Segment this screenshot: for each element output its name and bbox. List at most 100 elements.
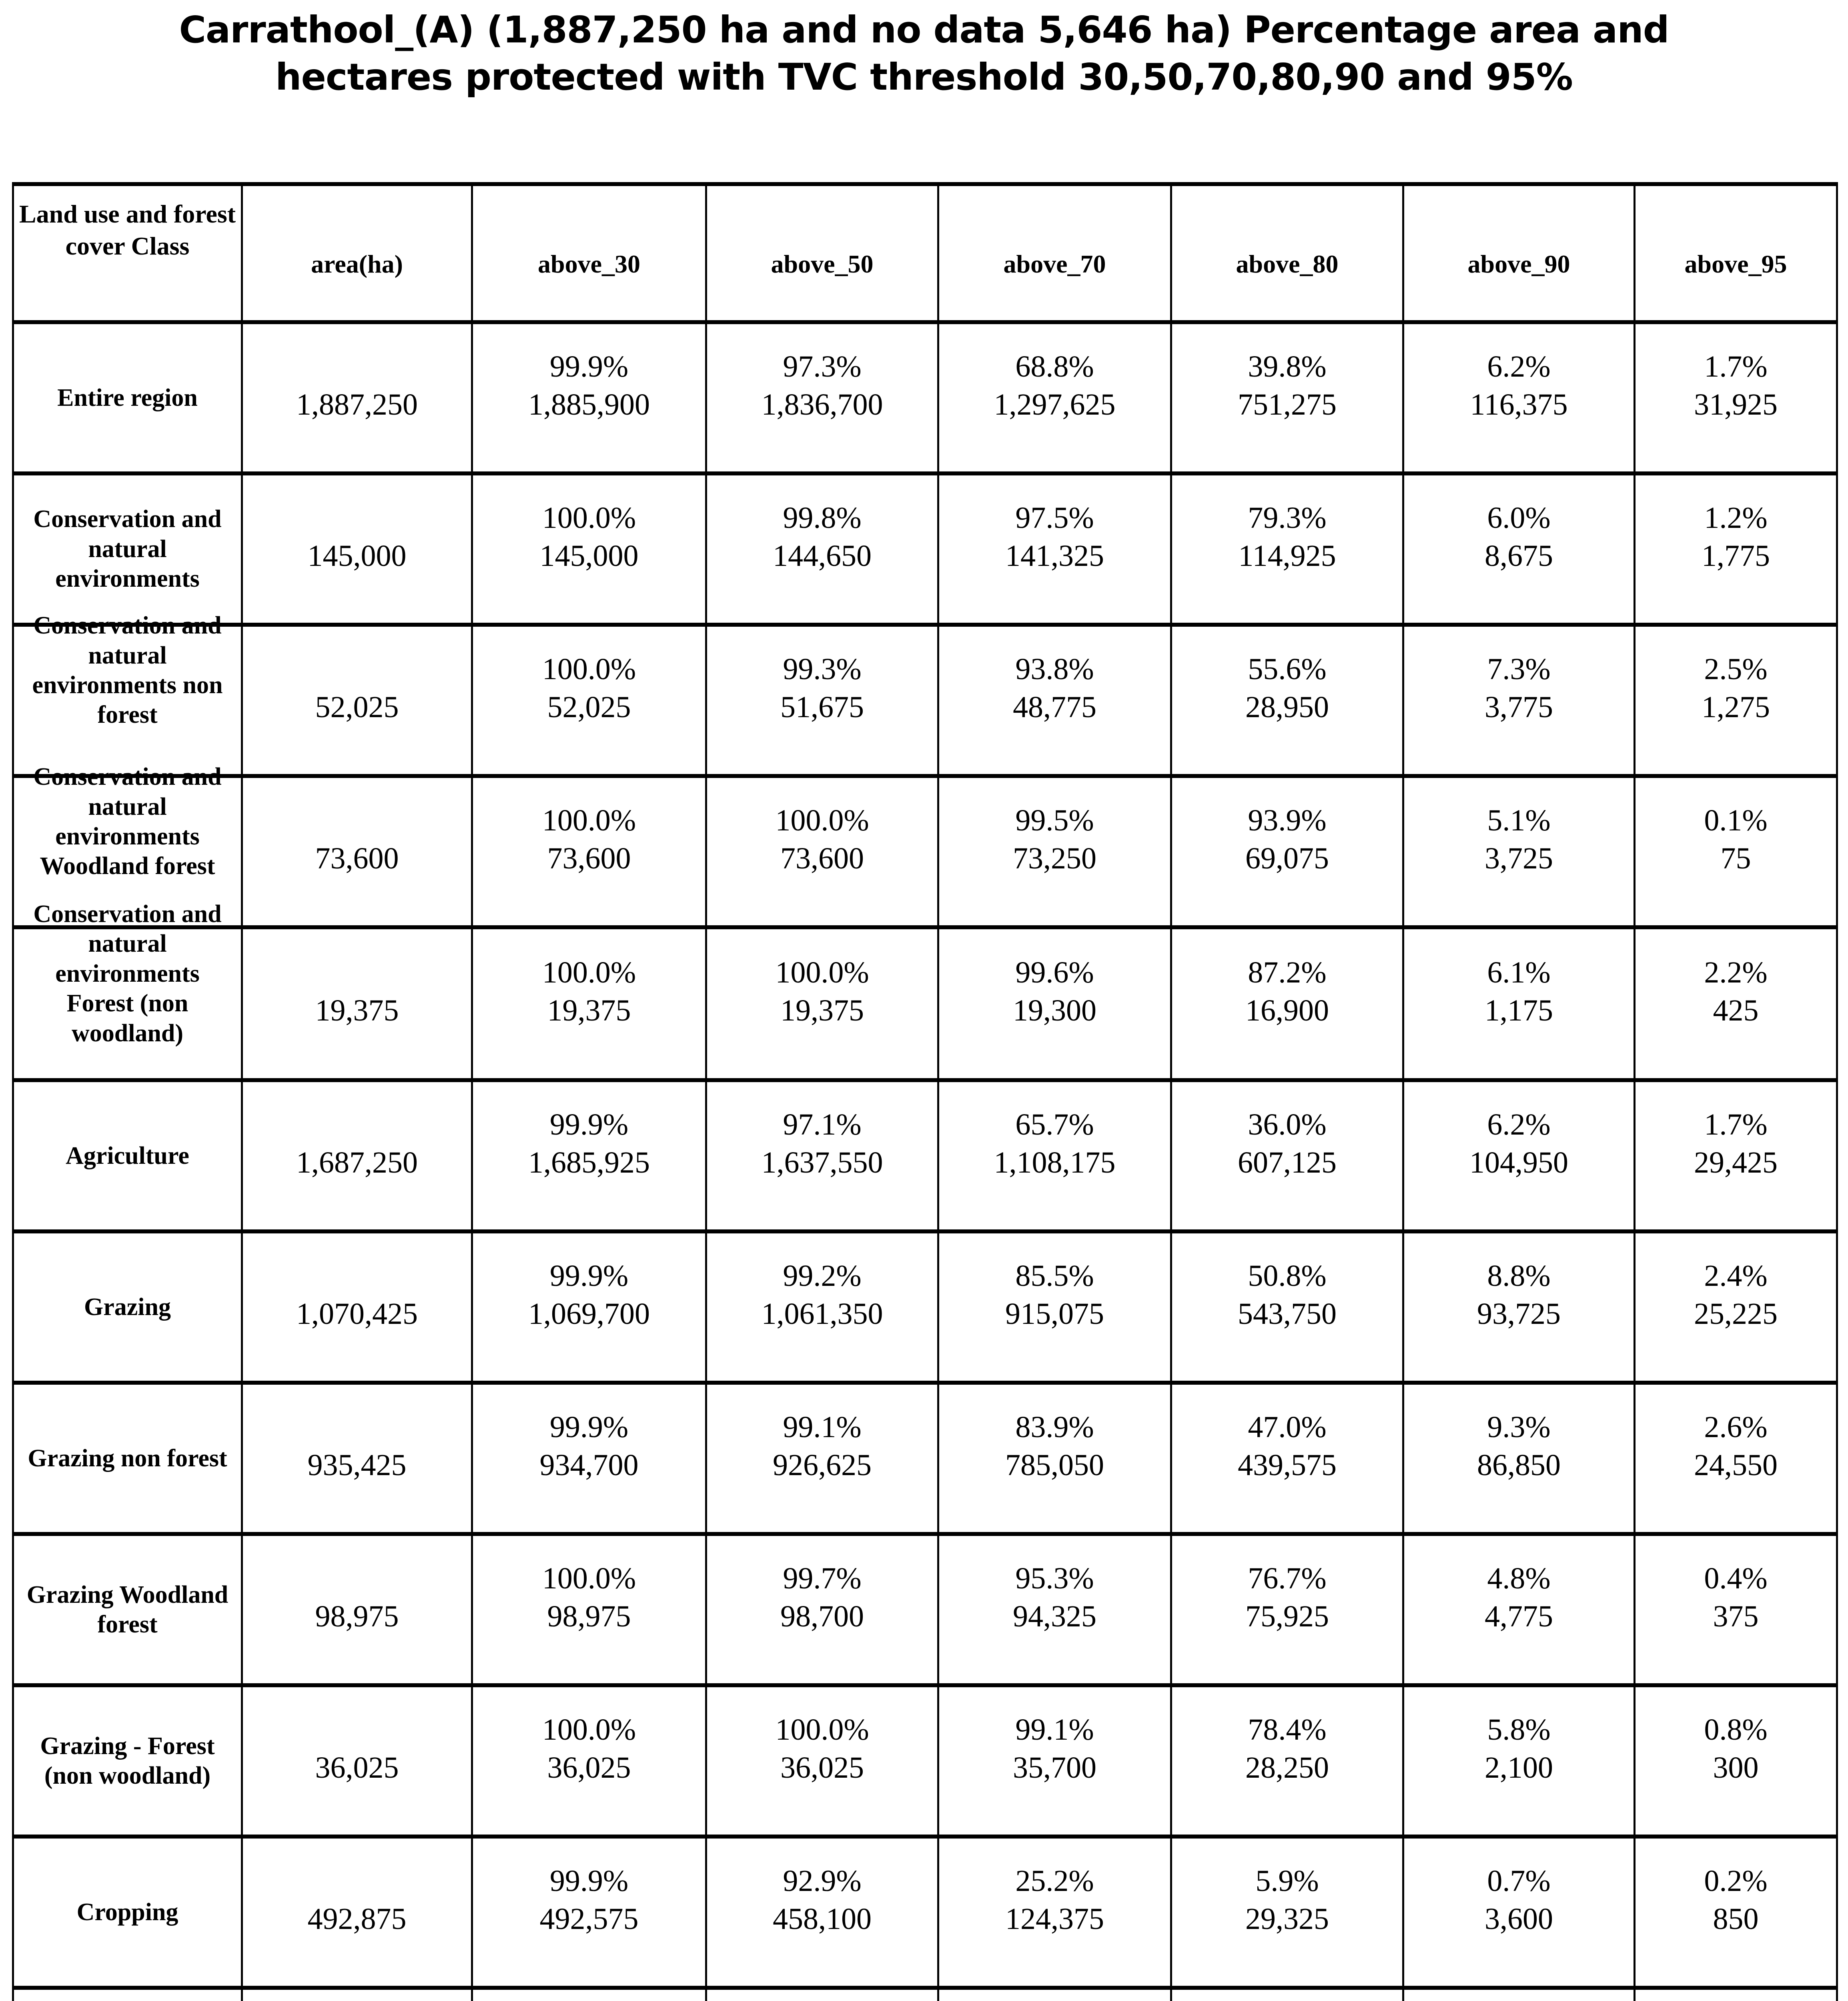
hectares-value: 4,775 bbox=[1485, 1599, 1553, 1633]
row-label-cell: Grazing bbox=[12, 1229, 243, 1385]
above-70-cell: 93.8% 48,775 bbox=[937, 623, 1172, 778]
hectares-value: 28,250 bbox=[1245, 1750, 1329, 1784]
percent-value: 79.3% bbox=[1248, 501, 1327, 535]
percent-value: 6.1% bbox=[1487, 955, 1551, 989]
percent-value: 99.9% bbox=[549, 1864, 629, 1898]
percent-value bbox=[243, 1257, 471, 1295]
column-header-class: Land use and forest cover Class bbox=[12, 182, 243, 324]
row-label: Conservation and natural environments bbox=[33, 505, 222, 593]
hectares-value: 144,650 bbox=[773, 539, 872, 573]
row-label: Grazing Woodland forest bbox=[26, 1581, 228, 1638]
percent-value: 100.0% bbox=[775, 1712, 869, 1746]
above-30-cell: 99.8%122,850 bbox=[471, 1985, 707, 2001]
percent-value: 2.5% bbox=[1704, 652, 1768, 686]
above-70-cell: 99.6% 19,300 bbox=[937, 925, 1172, 1082]
row-label-cell: Grazing Woodland forest bbox=[12, 1532, 243, 1687]
percent-value: 99.6% bbox=[1015, 955, 1094, 989]
hectares-value: 25,225 bbox=[1694, 1297, 1778, 1331]
hectares-value: 1,297,625 bbox=[994, 388, 1116, 421]
percent-value: 100.0% bbox=[542, 652, 636, 686]
hectares-value: 104,950 bbox=[1469, 1145, 1568, 1179]
above-70-cell: 25.2% 124,375 bbox=[937, 1834, 1172, 1990]
above-50-cell: 100.0% 19,375 bbox=[705, 925, 939, 1082]
percent-value bbox=[243, 1408, 471, 1446]
above-50-cell: 100.0% 73,600 bbox=[705, 774, 939, 929]
area-cell: 1,687,250 bbox=[241, 1078, 473, 1233]
hectares-value: 24,550 bbox=[1694, 1448, 1778, 1482]
percent-value: 100.0% bbox=[542, 955, 636, 989]
percent-value: 100.0% bbox=[542, 501, 636, 535]
hectares-value: 51,675 bbox=[780, 690, 864, 724]
row-label-cell: Grazing non forest bbox=[12, 1380, 243, 1536]
area-cell: 145,000 bbox=[241, 471, 473, 627]
percent-value: 68.8% bbox=[1015, 350, 1094, 383]
percent-value: 0.2% bbox=[1704, 1864, 1768, 1898]
percent-value: 76.7% bbox=[1248, 1561, 1327, 1595]
column-header-above-50: above_50 bbox=[705, 182, 939, 324]
above-50-cell: 99.8% 144,650 bbox=[705, 471, 939, 627]
percent-value bbox=[243, 802, 471, 840]
percent-value: 47.0% bbox=[1248, 1410, 1327, 1444]
percent-value: 5.1% bbox=[1487, 804, 1551, 837]
above-70-cell: 65.7% 1,108,175 bbox=[937, 1078, 1172, 1233]
landuse-protection-table: Land use and forest cover Class area(ha)… bbox=[12, 182, 1838, 2001]
hectares-value: 3,725 bbox=[1485, 842, 1553, 875]
row-label-cell: Conservation and natural environments bbox=[12, 471, 243, 627]
above-90-cell: 6.2% 104,950 bbox=[1402, 1078, 1636, 1233]
percent-value: 99.9% bbox=[549, 1410, 629, 1444]
above-95-cell: 0.8% 300 bbox=[1634, 1683, 1838, 1839]
hectares-value: 35,700 bbox=[1013, 1750, 1096, 1784]
percent-value: 2.2% bbox=[1704, 955, 1768, 989]
row-label: Conservation and natural environments Fo… bbox=[33, 900, 222, 1047]
percent-value: 2.4% bbox=[1704, 1259, 1768, 1293]
area-cell: 123,150 bbox=[241, 1985, 473, 2001]
table-row: Conservation and natural environments 14… bbox=[12, 471, 1838, 627]
hectares-value: 73,600 bbox=[315, 842, 399, 875]
hectares-value: 19,375 bbox=[780, 993, 864, 1027]
percent-value: 87.2% bbox=[1248, 955, 1327, 989]
percent-value: 39.8% bbox=[1248, 350, 1327, 383]
hectares-value: 28,950 bbox=[1245, 690, 1329, 724]
percent-value: 85.5% bbox=[1015, 1259, 1094, 1293]
percent-value: 0.8% bbox=[1704, 1712, 1768, 1746]
header-row: Land use and forest cover Class area(ha)… bbox=[12, 182, 1838, 324]
percent-value: 99.9% bbox=[549, 350, 629, 383]
above-80-cell: 36.0% 607,125 bbox=[1170, 1078, 1404, 1233]
hectares-value: 3,775 bbox=[1485, 690, 1553, 724]
table-row: Conservation and natural environments Wo… bbox=[12, 763, 1838, 929]
above-50-cell: 99.1% 926,625 bbox=[705, 1380, 939, 1536]
hectares-value: 86,850 bbox=[1477, 1448, 1561, 1482]
percent-value bbox=[243, 499, 471, 537]
hectares-value: 19,300 bbox=[1013, 993, 1096, 1027]
percent-value bbox=[243, 1711, 471, 1749]
percent-value: 93.8% bbox=[1015, 652, 1094, 686]
hectares-value: 850 bbox=[1713, 1902, 1759, 1936]
above-70-cell: 99.1% 35,700 bbox=[937, 1683, 1172, 1839]
percent-value: 100.0% bbox=[775, 955, 869, 989]
hectares-value: 1,836,700 bbox=[761, 388, 883, 421]
percent-value: 100.0% bbox=[542, 1712, 636, 1746]
above-95-cell: 1.2% 1,775 bbox=[1634, 471, 1838, 627]
row-label-cell: Conservation and natural environments Fo… bbox=[12, 900, 243, 1082]
percent-value: 8.8% bbox=[1487, 1259, 1551, 1293]
above-95-cell: 1.7% 29,425 bbox=[1634, 1078, 1838, 1233]
above-80-cell: 5.9% 29,325 bbox=[1170, 1834, 1404, 1990]
area-cell: 73,600 bbox=[241, 774, 473, 929]
above-70-cell: 99.5% 73,250 bbox=[937, 774, 1172, 929]
row-label: Grazing non forest bbox=[28, 1444, 227, 1472]
above-95-cell: 0.4% 375 bbox=[1634, 1532, 1838, 1687]
above-70-cell: 95.3% 94,325 bbox=[937, 1532, 1172, 1687]
table-row: Cropping 492,875 99.9% 492,575 92.9% 458,100… bbox=[12, 1834, 1838, 1990]
percent-value: 5.9% bbox=[1255, 1864, 1319, 1898]
hectares-value: 1,637,550 bbox=[761, 1145, 883, 1179]
hectares-value: 375 bbox=[1713, 1599, 1759, 1633]
row-label: Grazing - Forest (non woodland) bbox=[40, 1732, 215, 1789]
hectares-value: 1,175 bbox=[1485, 993, 1553, 1027]
table-row: Conservation and natural environments no… bbox=[12, 612, 1838, 778]
row-label-cell: Cropping bbox=[12, 1834, 243, 1990]
percent-value: 99.1% bbox=[783, 1410, 862, 1444]
row-label-cell: Agriculture bbox=[12, 1078, 243, 1233]
percent-value bbox=[243, 1560, 471, 1598]
above-80-cell: 78.4% 28,250 bbox=[1170, 1683, 1404, 1839]
above-95-cell: 2.2% 425 bbox=[1634, 925, 1838, 1082]
